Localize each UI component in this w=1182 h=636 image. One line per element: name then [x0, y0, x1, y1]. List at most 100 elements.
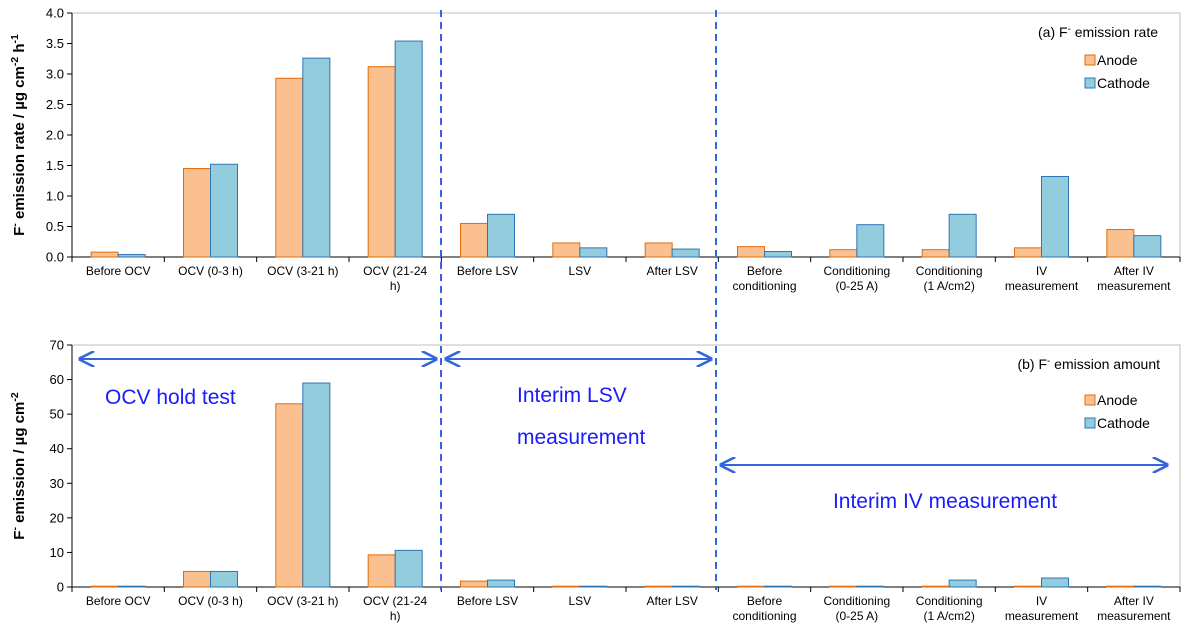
x-category-label: measurement	[1005, 279, 1079, 293]
x-category-label: measurement	[1097, 609, 1171, 623]
x-category-label: (0-25 A)	[835, 609, 878, 623]
bar-cathode	[764, 585, 792, 588]
bar-cathode	[394, 40, 423, 258]
y-tick-label: 70	[50, 338, 64, 353]
bar-anode	[183, 168, 211, 258]
bar-anode	[552, 242, 581, 258]
x-category-label: measurement	[1005, 609, 1079, 623]
bar-anode	[1014, 585, 1042, 588]
x-category-label: Before OCV	[86, 264, 151, 278]
x-category-label: IV	[1036, 594, 1047, 608]
bar-anode	[829, 585, 858, 588]
panel-title: (b) F- emission amount	[1017, 356, 1160, 373]
bar-anode	[90, 251, 119, 258]
x-category-label: h)	[390, 609, 401, 623]
legend-swatch-anode	[1084, 54, 1096, 66]
bar-anode	[183, 570, 211, 588]
annotation-overlay: OCV hold test Interim LSV measurement Inter…	[80, 10, 1167, 590]
y-tick-label: 1.0	[46, 189, 64, 204]
legend-label-anode: Anode	[1097, 52, 1138, 68]
y-tick-label: 20	[50, 510, 64, 525]
bar-cathode	[117, 585, 146, 588]
bar-cathode	[210, 570, 238, 588]
y-tick-label: 3.0	[46, 67, 64, 82]
bar-anode	[921, 585, 950, 588]
bar-anode	[644, 585, 673, 588]
legend-label-cathode: Cathode	[1097, 415, 1150, 431]
y-tick-label: 3.5	[46, 36, 64, 51]
bar-cathode	[948, 579, 977, 588]
bar-cathode	[210, 163, 238, 258]
bar-anode	[1106, 229, 1135, 258]
y-axis-label: F- emission rate / µg cm-2 h-1	[9, 34, 28, 236]
bar-anode	[921, 249, 950, 258]
x-category-label: Before	[747, 264, 783, 278]
x-category-label: OCV (3-21 h)	[267, 264, 338, 278]
y-tick-label: 10	[50, 545, 64, 560]
x-category-label: OCV (3-21 h)	[267, 594, 338, 608]
bar-anode	[367, 66, 396, 258]
y-tick-label: 4.0	[46, 6, 64, 21]
x-category-label: conditioning	[732, 279, 796, 293]
bar-cathode	[487, 213, 515, 258]
x-category-label: After LSV	[646, 264, 697, 278]
bar-anode	[552, 585, 581, 588]
x-category-label: After LSV	[646, 594, 697, 608]
x-category-label: Conditioning	[823, 594, 890, 608]
y-tick-label: 2.0	[46, 128, 64, 143]
x-category-label: IV	[1036, 264, 1047, 278]
panel-emission-amount: 0 10 20 30 40 50 60 70 Before OCV OCV (0-3 h) OCV …	[9, 338, 1181, 623]
bar-cathode	[579, 247, 608, 258]
y-tick-label: 0	[57, 580, 64, 595]
x-category-label: LSV	[568, 264, 591, 278]
bar-cathode	[302, 382, 331, 588]
bar-anode	[460, 222, 488, 258]
bar-cathode	[671, 248, 700, 258]
bar-anode	[275, 403, 304, 588]
x-category-label: Conditioning	[823, 264, 890, 278]
y-tick-label: 40	[50, 441, 64, 456]
bar-anode	[737, 585, 765, 588]
legend-swatch-cathode	[1084, 417, 1096, 429]
y-tick-label: 0.5	[46, 219, 64, 234]
x-category-label: Before LSV	[457, 594, 518, 608]
annotation-lsv-measurement: measurement	[517, 426, 646, 449]
y-tick-label: 50	[50, 407, 64, 422]
annotation-interim-lsv: Interim LSV	[517, 384, 627, 407]
annotation-ocv-hold: OCV hold test	[105, 386, 236, 409]
x-category-label: Before OCV	[86, 594, 151, 608]
bar-cathode	[302, 57, 331, 258]
bar-anode	[829, 249, 858, 258]
x-category-label: Before LSV	[457, 264, 518, 278]
bar-anode	[1014, 247, 1042, 258]
y-tick-label: 2.5	[46, 97, 64, 112]
y-tick-label: 60	[50, 372, 64, 387]
x-category-label: (0-25 A)	[835, 279, 878, 293]
legend-swatch-cathode	[1084, 77, 1096, 89]
x-category-label: (1 A/cm2)	[923, 609, 974, 623]
bar-cathode	[948, 213, 977, 258]
bar-anode	[644, 242, 673, 258]
bar-cathode	[671, 585, 700, 588]
x-category-label: conditioning	[732, 609, 796, 623]
x-category-label: measurement	[1097, 279, 1171, 293]
x-category-label: After IV	[1114, 594, 1154, 608]
bar-cathode	[117, 254, 146, 258]
plot-area-border	[71, 12, 1181, 258]
x-category-label: OCV (21-24	[363, 594, 427, 608]
annotation-interim-iv: Interim IV measurement	[833, 490, 1057, 513]
y-tick-label: 0.0	[46, 250, 64, 265]
x-category-label: (1 A/cm2)	[923, 279, 974, 293]
bar-cathode	[856, 224, 885, 258]
bar-anode	[1106, 585, 1135, 588]
x-category-label: After IV	[1114, 264, 1154, 278]
bar-anode	[367, 554, 396, 588]
bar-anode	[90, 585, 119, 588]
x-category-label: Conditioning	[916, 594, 983, 608]
bar-cathode	[1133, 235, 1162, 258]
legend-label-anode: Anode	[1097, 392, 1138, 408]
x-category-label: OCV (21-24	[363, 264, 427, 278]
x-category-label: Conditioning	[916, 264, 983, 278]
y-tick-label: 30	[50, 476, 64, 491]
